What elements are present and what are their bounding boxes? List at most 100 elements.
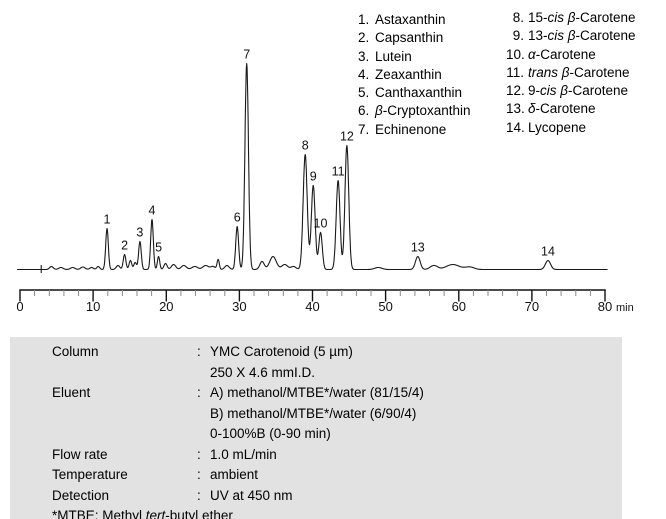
peak-label: 2 [121, 239, 128, 253]
legend-item: 5. Canthaxanthin [358, 84, 471, 102]
conditions-row: Temperature: ambient [10, 465, 622, 486]
legend-item-name: trans β-Carotene [528, 64, 630, 80]
condition-value: 250 X 4.6 mmI.D. [210, 364, 316, 380]
legend-item-number: 11. [506, 64, 524, 80]
legend-item: 8. 15-cis β-Carotene [506, 9, 636, 27]
condition-label: Detection [52, 487, 110, 503]
legend-item: 2. Capsanthin [358, 29, 471, 47]
legend-item-number: 4. [358, 66, 370, 82]
legend-item: 7. Echinenone [358, 121, 471, 139]
condition-label: Column [52, 344, 99, 359]
conditions-panel: Column: YMC Carotenoid (5 µm) 250 X 4.6 mm… [10, 337, 622, 519]
condition-label [52, 363, 197, 384]
legend-item: 13. δ-Carotene [506, 100, 636, 118]
legend-item: 1. Astaxanthin [358, 11, 471, 29]
legend-item: 12. 9-cis β-Carotene [506, 82, 636, 100]
peak-label: 9 [310, 170, 317, 184]
legend-item-name: Zeaxanthin [375, 66, 442, 82]
condition-colon [197, 404, 210, 425]
peak-label: 7 [243, 48, 250, 62]
conditions-row: Detection: UV at 450 nm [10, 486, 622, 507]
legend-column-1: 1. Astaxanthin 2. Capsanthin 3. Lutein 4. Zeaxa… [358, 11, 471, 139]
axis-tick-label: 60 [452, 299, 466, 314]
condition-colon: : [197, 487, 201, 503]
legend-item-number: 8. [512, 10, 524, 25]
legend-item-name: α-Carotene [528, 46, 596, 62]
axis-tick-label: 10 [86, 299, 100, 314]
peak-label: 13 [411, 241, 425, 255]
legend-item-name: β-Cryptoxanthin [375, 103, 471, 119]
legend-item-number: 13. [506, 101, 525, 117]
legend-item-number: 10. [506, 46, 525, 62]
condition-label: Eluent [52, 385, 91, 400]
legend-item-number: 9. [512, 28, 524, 44]
legend-item-name: 9-cis β-Carotene [528, 83, 629, 99]
condition-colon: : [197, 446, 201, 462]
condition-value: ambient [210, 467, 259, 482]
axis-tick-label: 20 [159, 299, 173, 314]
peak-label: 4 [149, 204, 156, 218]
legend-item-name: Lutein [375, 48, 412, 64]
conditions-row: 0-100%B (0-90 min) [10, 424, 622, 445]
legend-item: 14. Lycopene [506, 119, 636, 137]
condition-label: Temperature [52, 467, 128, 482]
legend-item: 6. β-Cryptoxanthin [358, 102, 471, 120]
chromatogram-trace [16, 62, 608, 271]
condition-colon [197, 424, 210, 445]
peak-label: 6 [234, 211, 241, 225]
conditions-row: Column: YMC Carotenoid (5 µm) [10, 342, 622, 363]
conditions-row: B) methanol/MTBE*/water (6/90/4) [10, 404, 622, 425]
condition-value: B) methanol/MTBE*/water (6/90/4) [210, 405, 417, 421]
condition-value: 1.0 mL/min [210, 446, 277, 462]
legend-column-2: 8. 15-cis β-Carotene 9. 13-cis β-Carotene 10… [506, 9, 636, 137]
axis-tick-label: 80 [598, 299, 612, 314]
peak-label: 12 [340, 130, 354, 144]
legend-item-number: 7. [358, 121, 370, 137]
conditions-row: Eluent: A) methanol/MTBE*/water (81/15/4) [10, 383, 622, 404]
axis-tick-label: 50 [378, 299, 392, 314]
conditions-row: Flow rate:1.0 mL/min [10, 445, 622, 466]
condition-colon: : [197, 385, 201, 400]
condition-colon: : [197, 344, 201, 359]
legend-item: 4. Zeaxanthin [358, 66, 471, 84]
legend-item-name: Astaxanthin [375, 12, 446, 27]
legend-item-number: 14. [506, 119, 525, 135]
condition-value: UV at 450 nm [210, 487, 293, 503]
legend-item-number: 12. [506, 83, 525, 99]
conditions-row: 250 X 4.6 mmI.D. [10, 363, 622, 384]
condition-value: 0-100%B (0-90 min) [210, 426, 331, 441]
axis-unit-label: min [616, 302, 634, 314]
peak-label: 5 [155, 241, 162, 255]
legend-item-name: δ-Carotene [528, 101, 596, 117]
legend-item: 11. trans β-Carotene [506, 64, 636, 82]
condition-label: Flow rate [52, 446, 108, 462]
legend-item: 9. 13-cis β-Carotene [506, 27, 636, 45]
conditions-footnote: *MTBE: Methyl tert-butyl ether [52, 508, 233, 519]
legend-item: 10. α-Carotene [506, 46, 636, 64]
legend-item-name: Lycopene [528, 119, 587, 135]
legend-item-number: 5. [358, 85, 370, 101]
peak-label: 8 [302, 139, 309, 153]
condition-label [52, 424, 197, 445]
condition-colon: : [197, 467, 201, 482]
legend-item-name: 13-cis β-Carotene [528, 28, 636, 44]
peak-label: 11 [332, 165, 345, 179]
peak-label: 14 [541, 245, 555, 259]
peak-label: 1 [104, 213, 111, 227]
legend-item-number: 1. [358, 12, 370, 27]
legend-item: 3. Lutein [358, 48, 471, 66]
peak-label: 3 [136, 226, 143, 240]
condition-colon [197, 363, 210, 384]
legend-item-number: 3. [358, 48, 370, 64]
condition-value: A) methanol/MTBE*/water (81/15/4) [210, 385, 424, 400]
x-axis: 0 10 20 30 40 50 60 70 80 min [16, 289, 634, 314]
axis-tick-label: 70 [525, 299, 539, 314]
condition-value: YMC Carotenoid (5 µm) [210, 344, 353, 359]
legend-item-name: Canthaxanthin [375, 85, 463, 101]
axis-tick-label: 30 [232, 299, 246, 314]
legend-item-name: Echinenone [375, 121, 447, 137]
axis-tick-label: 0 [16, 299, 23, 314]
legend-item-name: 15-cis β-Carotene [528, 10, 636, 25]
